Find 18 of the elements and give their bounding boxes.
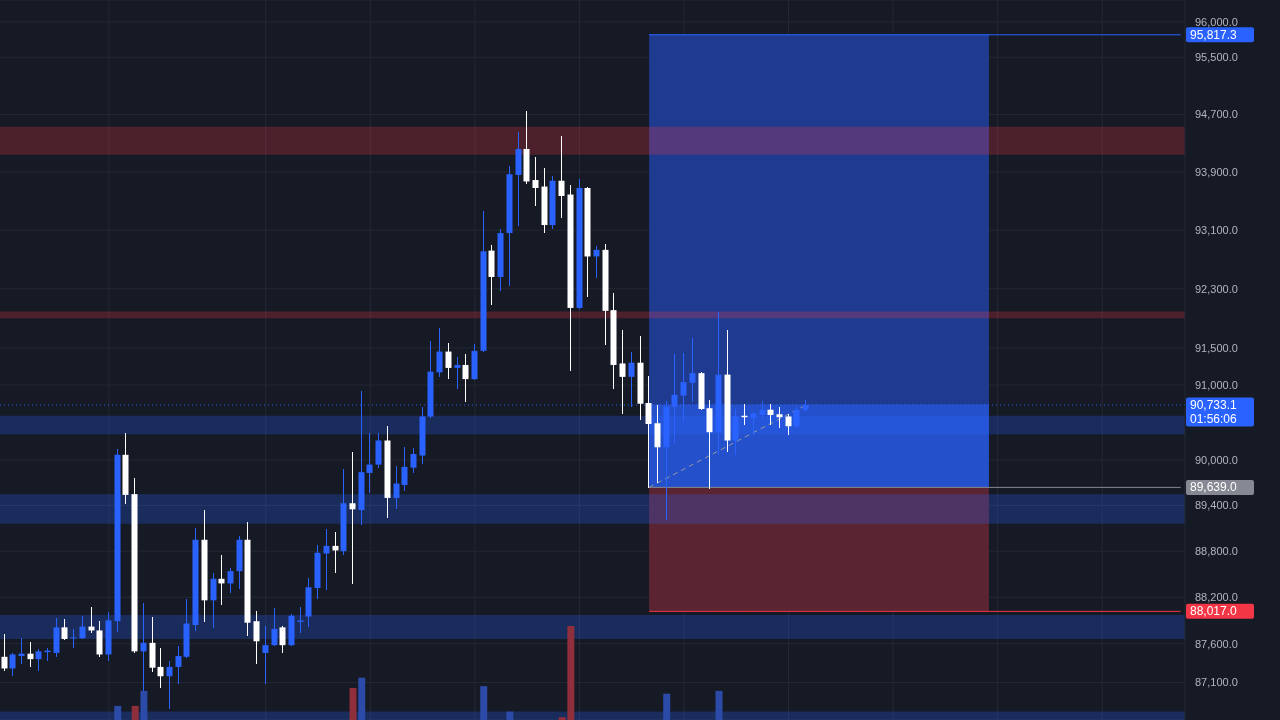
y-tick-label: 91,500.0 [1195, 341, 1238, 354]
y-tick-label: 87,100.0 [1195, 676, 1238, 689]
y-tick-label: 92,300.0 [1195, 282, 1238, 295]
ref-line-label: 89,639.0 [1190, 480, 1238, 495]
y-tick-label: 93,900.0 [1195, 165, 1238, 178]
y-tick-label: 87,600.0 [1195, 637, 1238, 650]
y-tick-label: 95,500.0 [1195, 51, 1238, 64]
ref-line-label: 95,817.3 [1190, 27, 1238, 42]
y-tick-label: 88,200.0 [1195, 591, 1238, 604]
y-tick-label: 88,800.0 [1195, 545, 1238, 558]
y-tick-label: 91,000.0 [1195, 378, 1238, 391]
y-tick-label: 94,700.0 [1195, 108, 1238, 121]
y-tick-label: 90,000.0 [1195, 454, 1238, 466]
ref-line-label: 88,017.0 [1190, 604, 1238, 619]
y-tick-label: 93,100.0 [1195, 224, 1238, 237]
ref-line-label: 90,733.1 01:56:06 [1190, 398, 1238, 427]
y-tick-label: 89,400.0 [1195, 499, 1238, 512]
y-tick-label: 96,000.0 [1195, 15, 1238, 28]
